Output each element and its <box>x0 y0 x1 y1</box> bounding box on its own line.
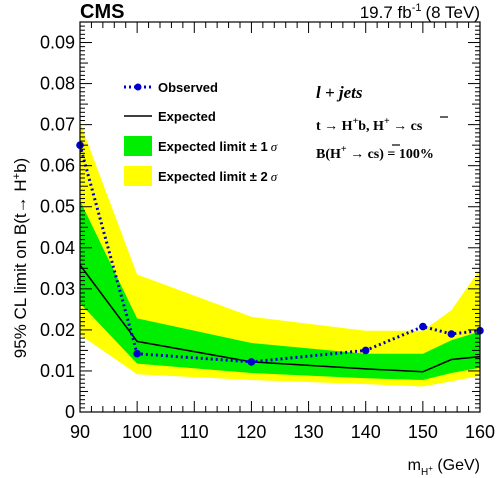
y-tick-label: 0.05 <box>40 197 75 217</box>
tick-labels-layer: 90 100 110 120 130 140 150 160 0 0.01 0.02 0.03 0.04… <box>40 33 495 442</box>
y-tick-label: 0.08 <box>40 74 75 94</box>
x-tick-label: 120 <box>236 422 266 442</box>
expected-line <box>79 264 481 373</box>
band-2sigma <box>80 122 480 387</box>
experiment-label: CMS <box>80 1 124 23</box>
y-tick-label: 0.03 <box>40 279 75 299</box>
x-tick-label: 130 <box>294 422 324 442</box>
x-tick-label: 100 <box>122 422 152 442</box>
y-tick-label: 0.02 <box>40 320 75 340</box>
observed-point <box>247 358 256 366</box>
y-tick-label: 0.04 <box>40 238 75 258</box>
x-tick-label: 90 <box>70 422 90 442</box>
observed-point <box>361 346 370 355</box>
plot-frame <box>79 21 481 413</box>
branching-label: B(H+ → cs) = 100% <box>316 144 434 162</box>
ticks-layer <box>79 21 481 413</box>
luminosity-label: 19.7 fb-1 (8 TeV) <box>360 2 480 22</box>
observed-point <box>419 322 427 331</box>
bands-layer <box>80 122 480 387</box>
legend-band2-swatch <box>124 166 152 186</box>
y-tick-label: 0.06 <box>40 156 75 176</box>
y-tick-label: 0.09 <box>40 33 75 53</box>
channel-label: l + jets <box>316 83 363 102</box>
y-tick-label: 0 <box>65 402 75 422</box>
x-tick-label: 110 <box>180 422 209 442</box>
y-tick-label: 0.07 <box>40 115 75 135</box>
process-label: t → H+b, H+ → cs <box>316 116 423 134</box>
x-tick-label: 140 <box>351 422 381 442</box>
legend-observed-marker <box>134 83 142 91</box>
x-tick-label: 150 <box>408 422 438 442</box>
observed-point <box>447 330 456 338</box>
band-1sigma <box>80 200 480 380</box>
y-axis-title: 95% CL limit on B(t→ H+b) <box>11 158 30 358</box>
legend-band1-swatch <box>124 136 152 156</box>
x-axis-title: mH+ (GeV) <box>408 457 480 478</box>
y-tick-label: 0.01 <box>40 361 75 381</box>
legend-expected-label: Expected <box>158 109 216 124</box>
x-tick-label: 160 <box>465 422 495 442</box>
observed-point <box>133 349 141 358</box>
legend-observed-label: Observed <box>158 80 218 95</box>
